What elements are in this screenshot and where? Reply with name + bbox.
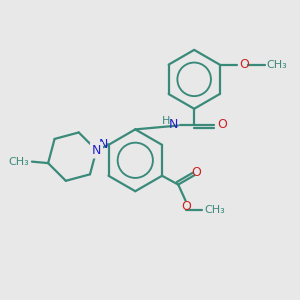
Text: O: O bbox=[191, 166, 201, 179]
Text: O: O bbox=[239, 58, 249, 71]
Text: O: O bbox=[181, 200, 191, 213]
Text: H: H bbox=[161, 116, 170, 126]
Text: N: N bbox=[168, 118, 178, 131]
Text: CH₃: CH₃ bbox=[205, 205, 226, 215]
Text: O: O bbox=[217, 118, 227, 131]
Text: CH₃: CH₃ bbox=[8, 157, 29, 166]
Text: N: N bbox=[98, 138, 108, 151]
Text: N: N bbox=[92, 144, 101, 157]
Text: CH₃: CH₃ bbox=[267, 60, 287, 70]
